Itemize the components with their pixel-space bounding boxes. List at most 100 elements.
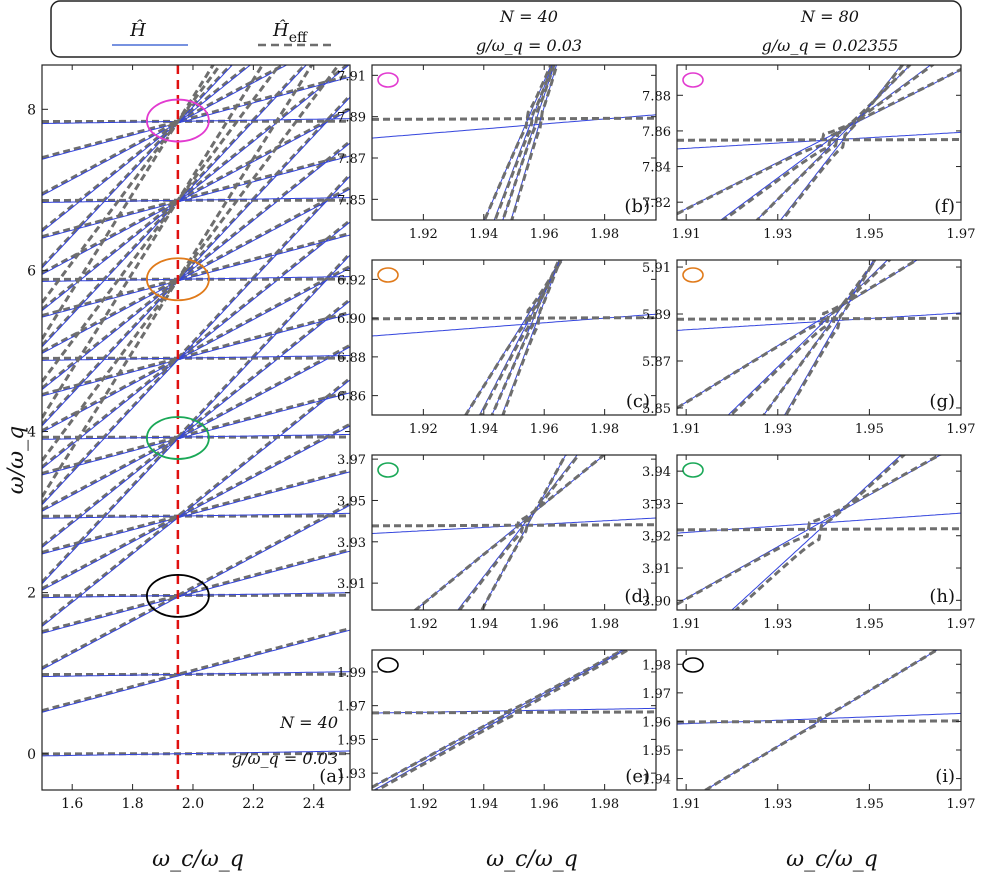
exact-line-steep-0 <box>483 65 552 220</box>
level-exact-8 <box>42 118 350 125</box>
ytick-label-f-1: 7.84 <box>642 161 671 176</box>
panel-frame-e <box>371 649 657 791</box>
panels: N = 40 g/ω_q = 0.03 1.6 1.8 2.0 2.2 2.4 0 2 4 6 8 (a… <box>27 64 976 812</box>
xtick-label-a-3: 2.2 <box>242 796 264 812</box>
xtick-label-h-3: 1.97 <box>947 617 976 632</box>
panel-c: 1.92 1.94 1.96 1.98 6.86 6.88 6.90 6.92 (c) <box>337 259 657 437</box>
xtick-label-i-1: 1.93 <box>763 797 792 812</box>
panel-plot-f <box>677 65 961 220</box>
photon-line-eff-1 <box>42 548 350 634</box>
exact-line-steep-2 <box>502 65 555 220</box>
xlabel-col1: ω_c/ω_q <box>486 847 578 872</box>
legend-effective-symbol: Ĥ <box>272 18 289 41</box>
legend-col1-n: N = 40 <box>499 7 558 26</box>
eff-line-steep-1 <box>457 455 581 610</box>
photon-line-exact-23 <box>42 65 288 196</box>
photon-line-eff-22 <box>42 74 350 160</box>
ytick-label-d-1: 3.93 <box>337 536 366 551</box>
ytick-label-d-3: 3.97 <box>337 453 366 468</box>
circle-marker-magenta <box>682 72 704 88</box>
xtick-label-b-1: 1.94 <box>469 227 498 242</box>
eff-line-flat <box>677 138 961 142</box>
ytick-label-e-2: 1.97 <box>337 700 366 715</box>
exact-line-steep-1 <box>727 260 889 415</box>
xtick-label-f-1: 1.93 <box>763 227 792 242</box>
panel-i: 1.91 1.93 1.95 1.97 1.94 1.95 1.96 1.97 1.98 (i) <box>642 649 975 812</box>
photon-line-exact-13 <box>42 175 350 506</box>
exact-line-steep-1 <box>720 65 932 220</box>
photon-line-exact-18 <box>42 155 350 239</box>
circle-marker-magenta <box>377 72 399 88</box>
steep-line-eff-0-6 <box>42 65 215 340</box>
eff-line-steep-2 <box>755 65 912 220</box>
ytick-label-h-3: 3.93 <box>642 497 671 512</box>
xtick-label-e-2: 1.96 <box>530 797 559 812</box>
photon-line-exact-6 <box>42 392 350 476</box>
xtick-label-i-2: 1.95 <box>855 797 884 812</box>
eff-line-steep-0 <box>677 68 961 216</box>
xtick-label-a-0: 1.6 <box>61 796 83 812</box>
exact-line-flat <box>372 313 656 337</box>
eff-line-steep-3 <box>501 260 562 415</box>
eff-line-flat <box>372 710 656 715</box>
main-ylabel: ω/ω_q <box>4 426 29 494</box>
ytick-label-c-0: 6.86 <box>337 390 366 405</box>
xtick-label-c-2: 1.96 <box>530 422 559 437</box>
xtick-label-b-2: 1.96 <box>530 227 559 242</box>
panel-a: N = 40 g/ω_q = 0.03 1.6 1.8 2.0 2.2 2.4 0 2 4 6 8 (a… <box>27 64 351 812</box>
eff-line-steep-2 <box>490 260 561 415</box>
panel-plot-e <box>372 650 656 790</box>
level-exact-7 <box>42 197 350 203</box>
ytick-label-g-0: 5.85 <box>642 402 671 417</box>
ytick-label-b-3: 7.91 <box>337 69 366 84</box>
ytick-label-a-4: 8 <box>27 102 36 118</box>
photon-line-eff-17 <box>42 94 350 426</box>
xtick-label-b-0: 1.92 <box>409 227 438 242</box>
xtick-label-f-2: 1.95 <box>855 227 884 242</box>
panel-plot-a <box>42 65 350 790</box>
photon-line-eff-10 <box>42 310 350 396</box>
level-exact-4 <box>42 433 350 440</box>
eff-line-flat <box>372 116 656 121</box>
circle-marker-magenta <box>145 98 210 143</box>
xtick-label-i-0: 1.91 <box>672 797 701 812</box>
photon-line-exact-2 <box>42 504 350 671</box>
eff-line-steep-1 <box>479 260 563 415</box>
level-exact-1 <box>42 671 350 678</box>
panel-frame-i <box>676 649 962 791</box>
photon-line-exact-22 <box>42 76 350 160</box>
panel-label-c: (c) <box>626 391 650 412</box>
xtick-label-c-0: 1.92 <box>409 422 438 437</box>
legend-frame <box>50 0 962 58</box>
photon-line-eff-8 <box>42 298 350 548</box>
xtick-label-d-1: 1.94 <box>469 617 498 632</box>
panel-label-d: (d) <box>624 586 650 607</box>
exact-line-steep-1 <box>731 455 902 610</box>
circle-marker-green <box>377 462 399 478</box>
xtick-label-e-0: 1.92 <box>409 797 438 812</box>
xtick-label-g-3: 1.97 <box>947 422 976 437</box>
photon-line-exact-0 <box>42 629 350 713</box>
xtick-label-f-0: 1.91 <box>672 227 701 242</box>
panel-frame-f <box>676 64 962 221</box>
eff-line-steep-0 <box>677 455 943 606</box>
panel-label-a: (a) <box>319 766 344 787</box>
exact-line-flat <box>677 131 961 150</box>
eff-line-steep-2 <box>501 65 556 220</box>
xtick-label-f-3: 1.97 <box>947 227 976 242</box>
eff-line-flat <box>372 523 656 528</box>
annotation-g: g/ω_q = 0.03 <box>232 749 338 768</box>
ytick-label-b-2: 7.89 <box>337 111 366 126</box>
xtick-label-h-1: 1.93 <box>763 617 792 632</box>
panel-label-f: (f) <box>934 196 955 217</box>
panel-label-g: (g) <box>929 391 955 412</box>
panel-label-b: (b) <box>624 196 650 217</box>
xtick-label-g-1: 1.93 <box>763 422 792 437</box>
panel-h: 1.91 1.93 1.95 1.97 3.90 3.91 3.92 3.93 3.94 (h) <box>642 454 976 632</box>
eff-line-steep-1 <box>721 65 936 220</box>
steep-line-eff-0-5 <box>42 65 223 304</box>
panel-plot-c <box>372 260 656 415</box>
eff-line-flat <box>372 316 656 321</box>
photon-line-eff-11 <box>42 265 350 433</box>
legend-effective-subscript: eff <box>289 30 308 46</box>
